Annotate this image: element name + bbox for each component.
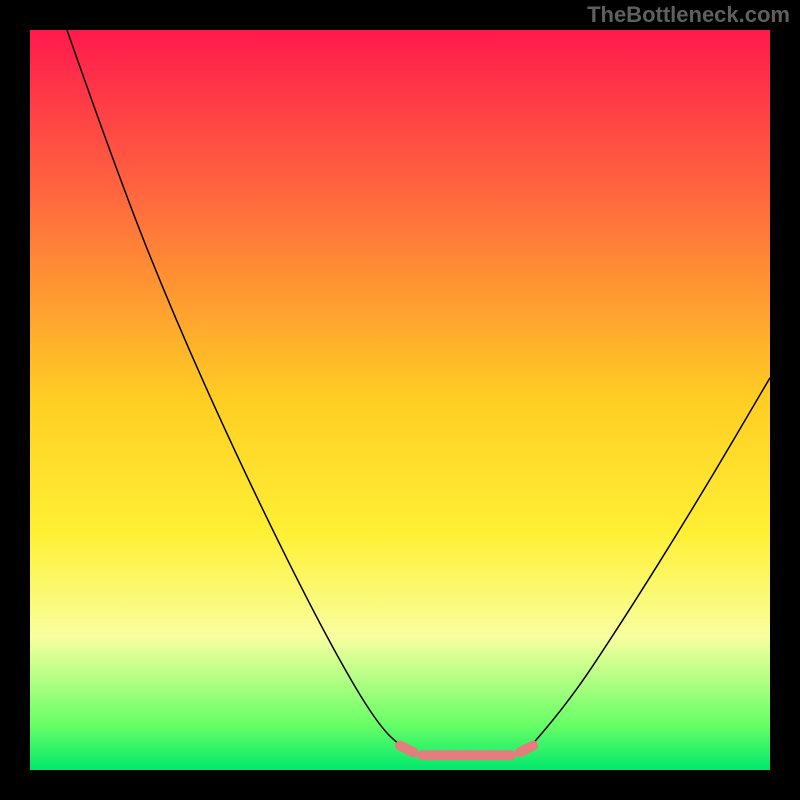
chart-svg [30, 30, 770, 770]
bottom-band [400, 746, 533, 761]
plot-area [30, 30, 770, 770]
left-curve [67, 30, 407, 752]
right-curve [526, 378, 770, 752]
watermark-text: TheBottleneck.com [587, 2, 790, 28]
